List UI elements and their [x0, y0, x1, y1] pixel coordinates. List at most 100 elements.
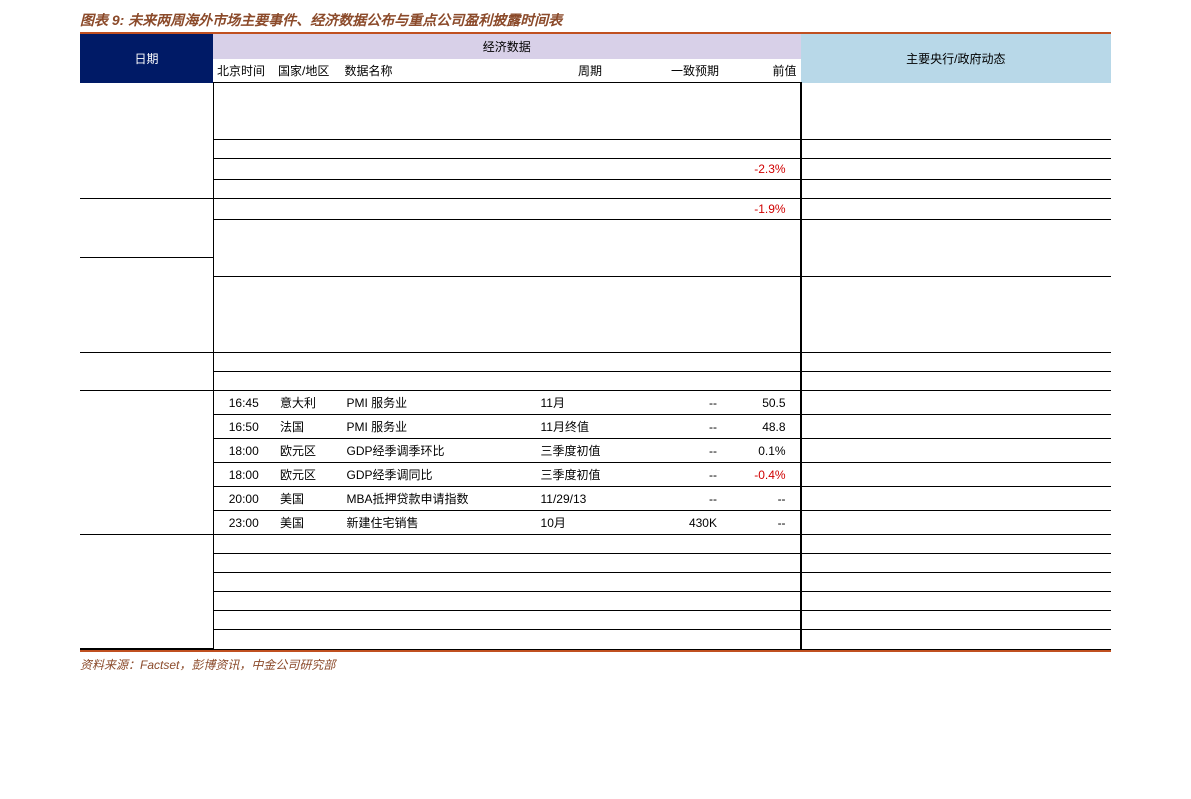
cell [723, 296, 801, 315]
cell [213, 353, 274, 372]
cell [535, 159, 646, 180]
cell [213, 102, 274, 121]
cell [535, 277, 646, 296]
table-row: -1.9% [80, 199, 1111, 220]
cell [274, 315, 341, 334]
bank-cell [801, 140, 1111, 159]
bank-cell [801, 573, 1111, 592]
cell [213, 199, 274, 220]
cell: -- [645, 391, 723, 415]
bank-cell [801, 83, 1111, 102]
date-cell [80, 140, 213, 199]
cell [723, 334, 801, 353]
cell [341, 630, 535, 649]
table-row [80, 140, 1111, 159]
table-row: -2.3% [80, 159, 1111, 180]
cell: 11月 [535, 391, 646, 415]
cell: 意大利 [274, 391, 341, 415]
cell [213, 554, 274, 573]
bank-cell [801, 353, 1111, 372]
cell: 三季度初值 [535, 439, 646, 463]
cell [341, 239, 535, 258]
hdr-bank: 主要央行/政府动态 [801, 34, 1111, 83]
cell [723, 239, 801, 258]
cell [723, 102, 801, 121]
cell [213, 592, 274, 611]
table-row [80, 535, 1111, 554]
source-note: 资料来源：Factset，彭博资讯，中金公司研究部 [80, 656, 1111, 673]
table-row [80, 296, 1111, 315]
cell [723, 535, 801, 554]
cell [645, 159, 723, 180]
table-row: 18:00欧元区GDP经季调季环比三季度初值--0.1% [80, 439, 1111, 463]
hdr-country: 国家/地区 [274, 59, 341, 83]
cell: 10月 [535, 511, 646, 535]
cell [645, 573, 723, 592]
cell [723, 573, 801, 592]
table-row: 16:50法国PMI 服务业11月终值--48.8 [80, 415, 1111, 439]
cell [341, 199, 535, 220]
cell [213, 630, 274, 649]
cell [645, 592, 723, 611]
cell [213, 372, 274, 391]
cell [723, 353, 801, 372]
bank-cell [801, 511, 1111, 535]
bank-cell [801, 487, 1111, 511]
cell [645, 258, 723, 277]
bank-cell [801, 391, 1111, 415]
bank-cell [801, 372, 1111, 391]
cell [535, 353, 646, 372]
cell [645, 535, 723, 554]
table-row [80, 121, 1111, 140]
schedule-table: 日期 经济数据 主要央行/政府动态 北京时间 国家/地区 数据名称 周期 一致预… [80, 34, 1111, 649]
table-row [80, 554, 1111, 573]
cell [535, 220, 646, 239]
cell [341, 159, 535, 180]
date-cell [80, 391, 213, 535]
table-row [80, 315, 1111, 334]
cell [723, 121, 801, 140]
cell [645, 220, 723, 239]
cell: 11月终值 [535, 415, 646, 439]
bank-cell [801, 315, 1111, 334]
cell [274, 159, 341, 180]
cell [645, 239, 723, 258]
table-row [80, 83, 1111, 102]
cell [274, 180, 341, 199]
cell: 11/29/13 [535, 487, 646, 511]
cell [535, 180, 646, 199]
hdr-econ-group: 经济数据 [213, 34, 801, 59]
cell [645, 199, 723, 220]
table-row [80, 592, 1111, 611]
table-row [80, 180, 1111, 199]
cell [723, 277, 801, 296]
table-row [80, 277, 1111, 296]
cell: 430K [645, 511, 723, 535]
cell: PMI 服务业 [341, 391, 535, 415]
cell [274, 83, 341, 102]
cell [341, 315, 535, 334]
cell [645, 554, 723, 573]
cell [213, 83, 274, 102]
cell [723, 140, 801, 159]
chart-title: 图表 9: 未来两周海外市场主要事件、经济数据公布与重点公司盈利披露时间表 [80, 10, 1111, 32]
cell [274, 296, 341, 315]
cell [645, 83, 723, 102]
cell [341, 535, 535, 554]
cell: 欧元区 [274, 439, 341, 463]
cell [213, 140, 274, 159]
cell [274, 239, 341, 258]
date-cell [80, 258, 213, 353]
prev-cell: -0.4% [723, 463, 801, 487]
cell: 16:45 [213, 391, 274, 415]
cell: GDP经季调季环比 [341, 439, 535, 463]
cell [213, 239, 274, 258]
cell [341, 353, 535, 372]
table-row [80, 353, 1111, 372]
bank-cell [801, 199, 1111, 220]
cell [535, 258, 646, 277]
cell [213, 611, 274, 630]
cell [213, 277, 274, 296]
bottom-rule [80, 649, 1111, 652]
cell [213, 573, 274, 592]
